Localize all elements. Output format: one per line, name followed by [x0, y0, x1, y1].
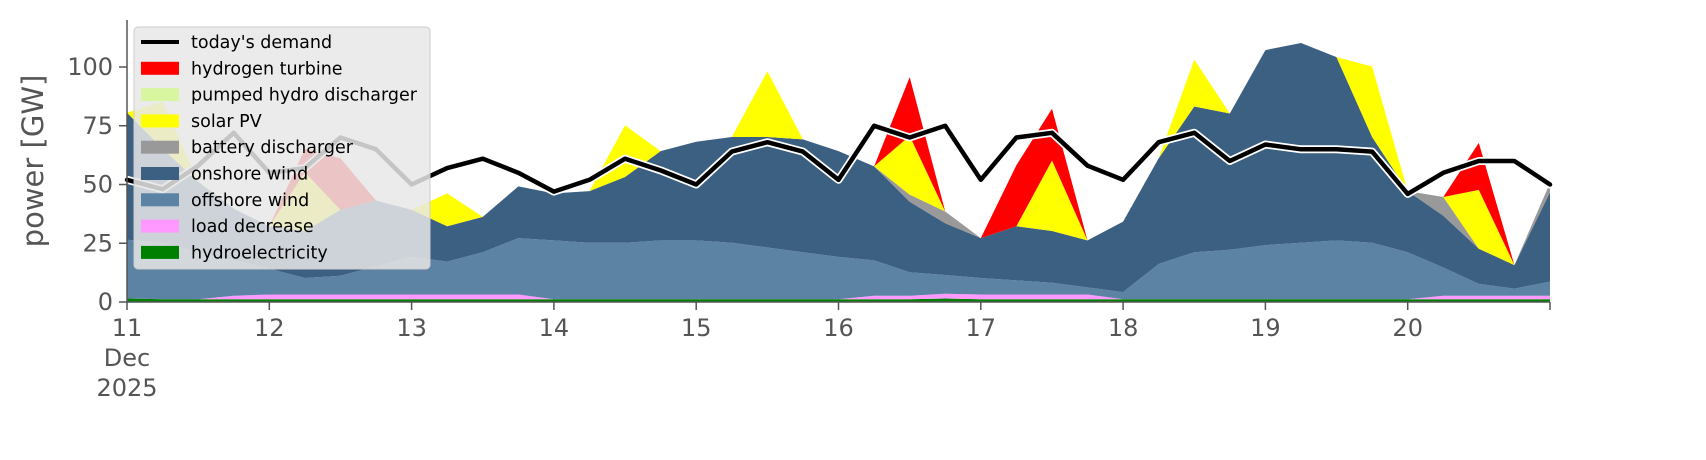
- legend-label-onshore-wind: onshore wind: [191, 165, 308, 185]
- legend-label-solar-pv: solar PV: [191, 112, 262, 132]
- legend-swatch-solar-pv: [141, 114, 179, 128]
- legend-box: [133, 26, 431, 270]
- area-solar-pv: [127, 43, 1550, 266]
- x-tick-label: 2025: [96, 374, 157, 402]
- y-tick-label: 100: [67, 53, 113, 81]
- x-tick-label: 18: [1108, 314, 1139, 342]
- legend-swatch-offshore-wind: [141, 193, 179, 207]
- y-ticks: 0 25 50 75 100: [67, 53, 127, 316]
- x-tick-label: 14: [539, 314, 570, 342]
- legend-swatch-load-decrease: [141, 219, 179, 233]
- legend-label-hydroelectricity: hydroelectricity: [191, 243, 328, 263]
- area-load-decrease: [127, 293, 1550, 300]
- x-tick-label: 16: [823, 314, 854, 342]
- legend-swatch-hydroelectricity: [141, 245, 179, 259]
- legend-swatch-onshore-wind: [141, 167, 179, 180]
- x-tick-label: 13: [396, 314, 427, 342]
- y-tick-label: 50: [82, 171, 113, 199]
- area-series-group: [127, 43, 1550, 302]
- x-tick-label: 19: [1250, 314, 1281, 342]
- legend-swatch-pumped-hydro-discharger: [141, 88, 179, 102]
- x-tick-label: 15: [681, 314, 712, 342]
- x-tick-label: Dec: [104, 344, 150, 372]
- area-onshore-wind: [127, 43, 1550, 293]
- y-tick-label: 0: [98, 288, 113, 316]
- legend-label-hydrogen-turbine: hydrogen turbine: [191, 59, 343, 79]
- y-tick-label: 75: [82, 112, 113, 140]
- legend-label-pumped-hydro-discharger: pumped hydro discharger: [191, 86, 418, 106]
- x-tick-label: 12: [254, 314, 285, 342]
- y-axis-title: power [GW]: [16, 75, 50, 248]
- legend-swatch-hydrogen-turbine: [141, 61, 179, 75]
- y-tick-label: 25: [82, 229, 113, 257]
- legend-label-battery-discharger: battery discharger: [191, 138, 354, 158]
- legend-swatch-battery-discharger: [141, 140, 179, 154]
- area-hydroelectricity: [127, 298, 1550, 302]
- legend-label-today-s-demand: today's demand: [191, 33, 332, 53]
- x-tick-label: 11: [112, 314, 143, 342]
- x-tick-label: 17: [966, 314, 997, 342]
- legend-label-load-decrease: load decrease: [191, 217, 314, 237]
- legend: today's demand hydrogen turbine pumped hyd…: [133, 26, 431, 270]
- area-offshore-wind: [127, 238, 1550, 300]
- legend-label-offshore-wind: offshore wind: [191, 191, 309, 211]
- x-tick-label: 20: [1392, 314, 1423, 342]
